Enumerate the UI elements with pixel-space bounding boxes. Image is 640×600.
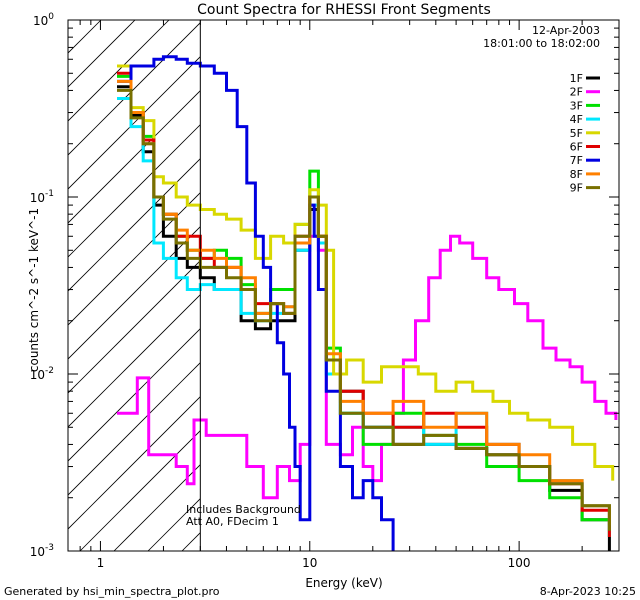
legend-label-4F: 4F (570, 113, 583, 126)
hatch-line (68, 260, 201, 394)
legend-label-7F: 7F (570, 154, 583, 167)
legend-label-9F: 9F (570, 182, 583, 195)
hatch-line (624, 20, 640, 551)
hatch-line (68, 22, 201, 156)
hatch-line (68, 20, 170, 122)
footer-generator: Generated by hsi_min_spectra_plot.pro (4, 585, 220, 598)
plot-frame (67, 19, 620, 552)
footer-timestamp: 8-Apr-2023 10:25 (540, 585, 636, 598)
series-line-5F (117, 64, 615, 481)
series-line-9F (117, 88, 611, 531)
time-range-label: 18:01:00 to 18:02:00 (483, 37, 600, 50)
hatch-line (352, 20, 640, 551)
legend-label-1F: 1F (570, 72, 583, 85)
hatch-line (420, 20, 640, 551)
hatch-line (68, 158, 201, 292)
legend-label-8F: 8F (570, 168, 583, 181)
x-tick-label: 100 (508, 556, 531, 570)
date-label: 12-Apr-2003 (532, 24, 600, 37)
hatch-line (68, 56, 201, 190)
y-tick-label: 10-2 (30, 366, 54, 382)
annotation-background: Includes Background (186, 503, 301, 516)
hatched-region (68, 20, 640, 551)
hatch-line (488, 20, 640, 551)
axes: 1 10 100 10-3 10-2 10-1 100 (30, 12, 620, 570)
hatch-line (68, 396, 201, 530)
legend-label-5F: 5F (570, 127, 583, 140)
series-layer (117, 55, 618, 551)
legend-label-3F: 3F (570, 99, 583, 112)
hatch-line (147, 498, 201, 551)
legend-label-2F: 2F (570, 86, 583, 99)
hatch-line (79, 430, 201, 551)
y-tick-label: 10-3 (30, 543, 54, 559)
hatch-line (68, 124, 201, 258)
x-axis-label: Energy (keV) (305, 576, 382, 590)
y-tick-label: 10-1 (30, 189, 54, 205)
legend-label-6F: 6F (570, 141, 583, 154)
series-line-7F (117, 55, 395, 551)
y-axis-label: counts cm^-2 s^-1 keV^-1 (27, 208, 41, 372)
series-line-2F (117, 234, 618, 500)
hatch-line (68, 226, 201, 360)
hatch-line (68, 192, 201, 326)
chart-title: Count Spectra for RHESSI Front Segments (197, 2, 491, 18)
hatch-line (386, 20, 640, 551)
hatch-line (68, 20, 102, 54)
series-line-4F (117, 97, 611, 537)
hatch-line (590, 20, 640, 551)
hatch-line (68, 90, 201, 224)
x-tick-label: 1 (97, 556, 105, 570)
hatch-line (68, 362, 201, 496)
hatch-line (318, 20, 640, 551)
annotation-attenuator: Att A0, FDecim 1 (186, 515, 279, 528)
hatch-line (556, 20, 640, 551)
x-tick-label: 10 (302, 556, 317, 570)
hatch-line (284, 20, 640, 551)
y-tick-label: 100 (33, 12, 54, 28)
